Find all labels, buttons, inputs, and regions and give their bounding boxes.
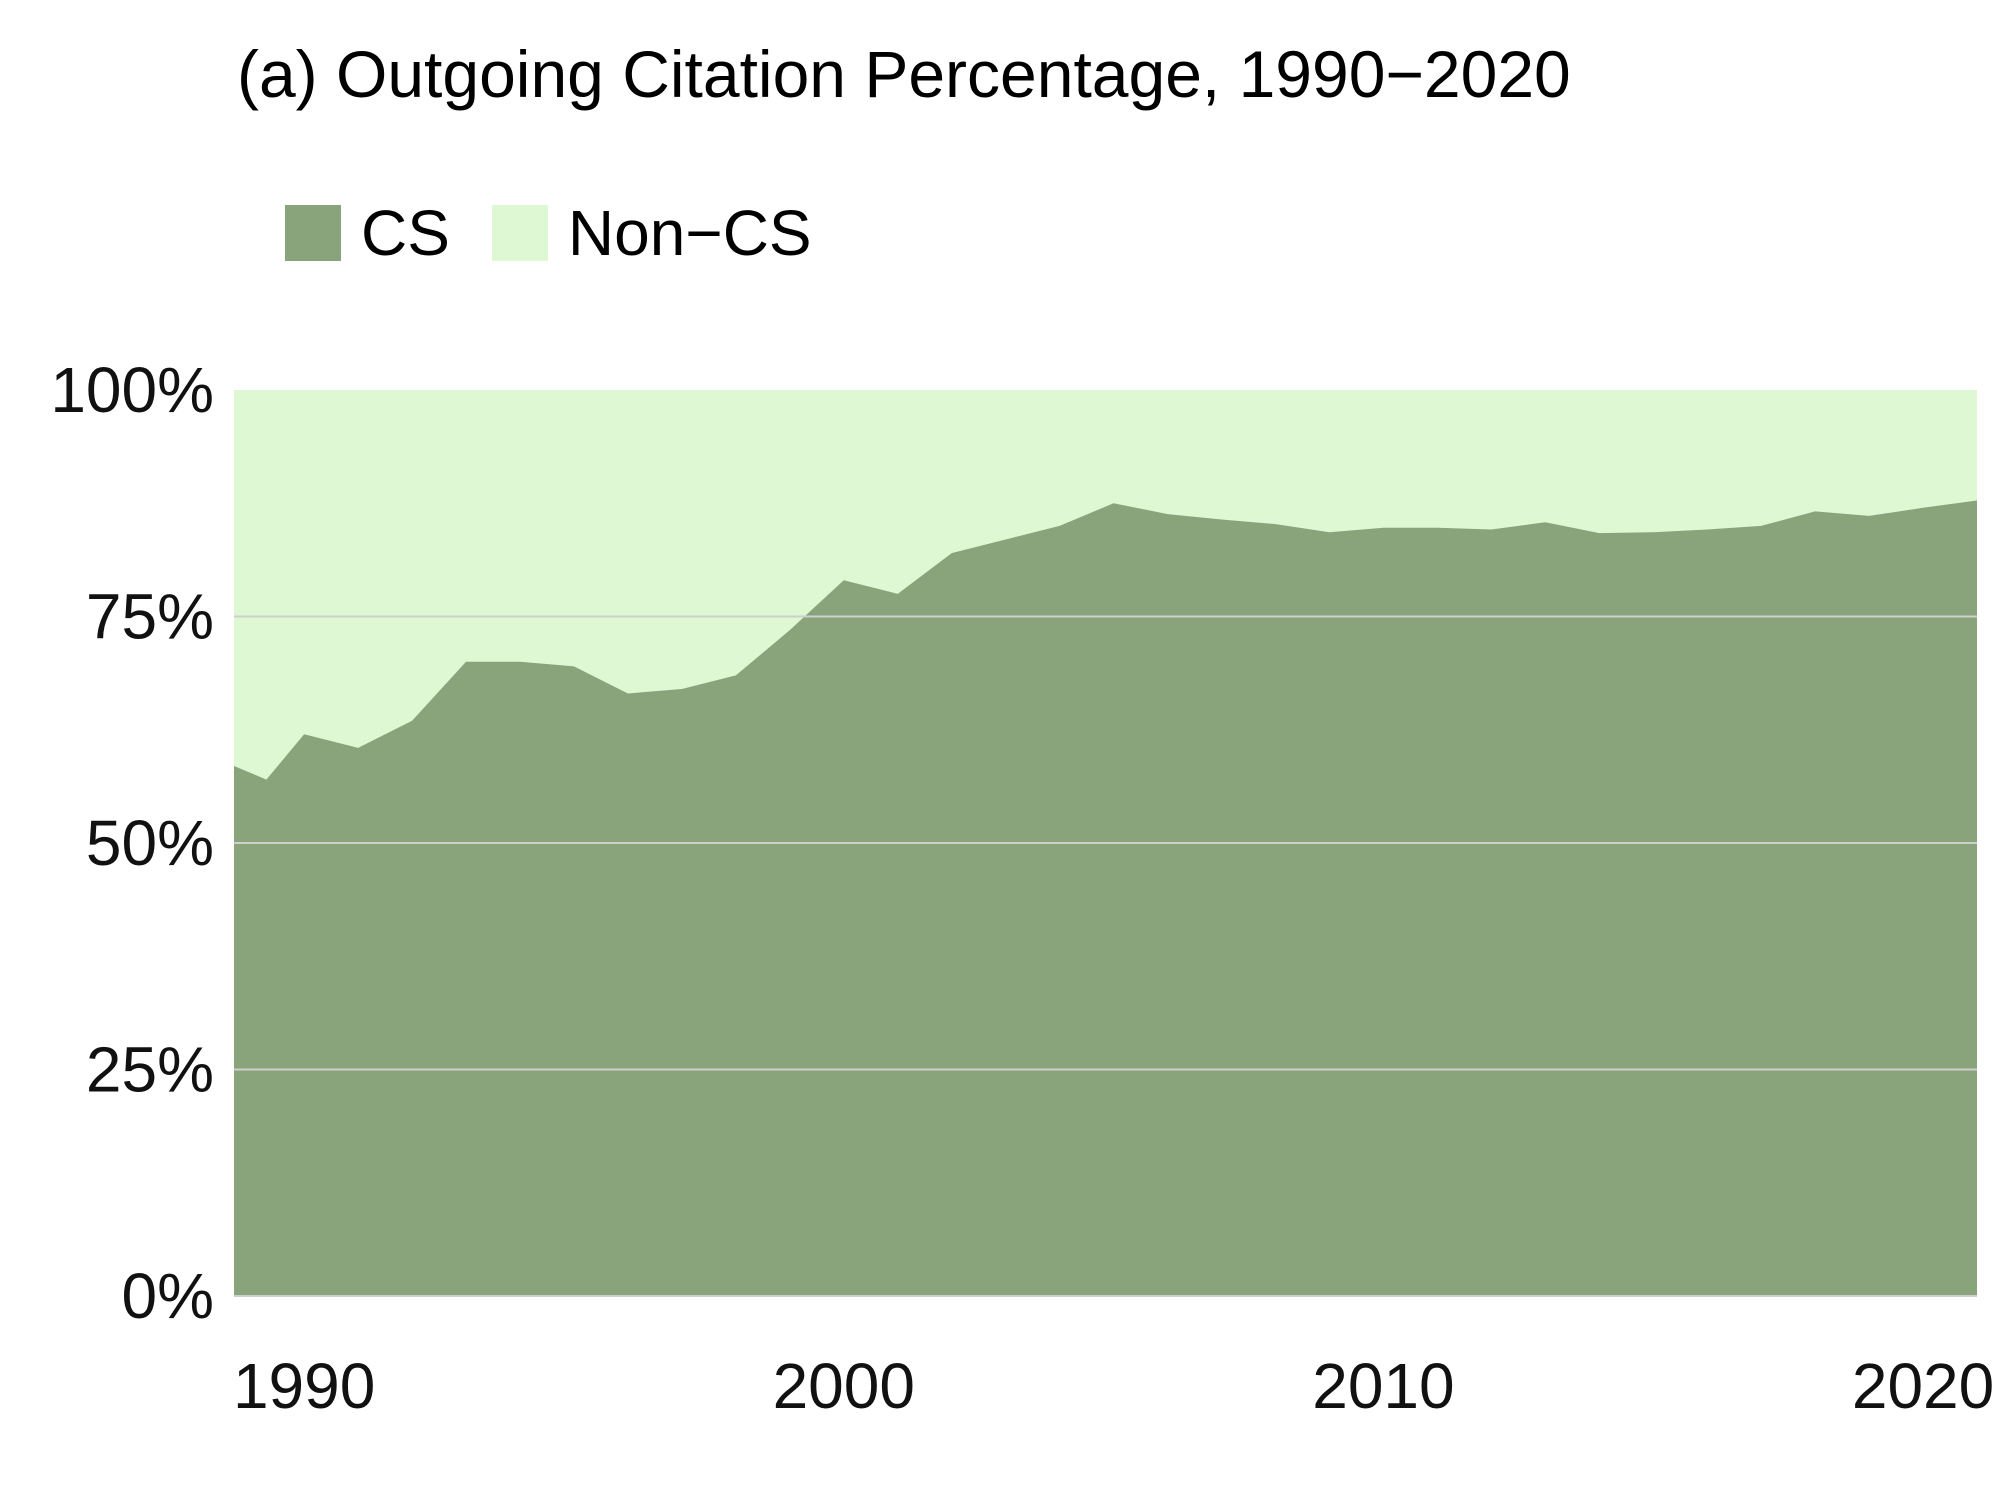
x-tick-label: 2000 — [773, 1350, 915, 1422]
y-tick-label: 100% — [50, 354, 214, 426]
chart-legend: CS Non−CS — [285, 196, 812, 270]
y-tick-label: 50% — [86, 807, 214, 879]
cs-area — [234, 500, 1977, 1297]
x-tick-label: 2010 — [1312, 1350, 1454, 1422]
cs-legend-label: CS — [361, 197, 450, 269]
chart-title: (a) Outgoing Citation Percentage, 1990−2… — [237, 37, 1571, 111]
y-tick-label: 0% — [122, 1260, 215, 1332]
x-tick-label: 1990 — [233, 1350, 375, 1422]
non-cs-legend-label: Non−CS — [567, 197, 812, 269]
y-tick-label: 75% — [86, 581, 214, 653]
non-cs-swatch-icon — [491, 205, 548, 261]
x-tick-label: 2020 — [1852, 1350, 1994, 1422]
legend-item-non-cs: Non−CS — [491, 196, 812, 270]
legend-item-cs: CS — [285, 196, 450, 270]
y-tick-label: 25% — [86, 1034, 214, 1106]
cs-swatch-icon — [285, 205, 341, 261]
